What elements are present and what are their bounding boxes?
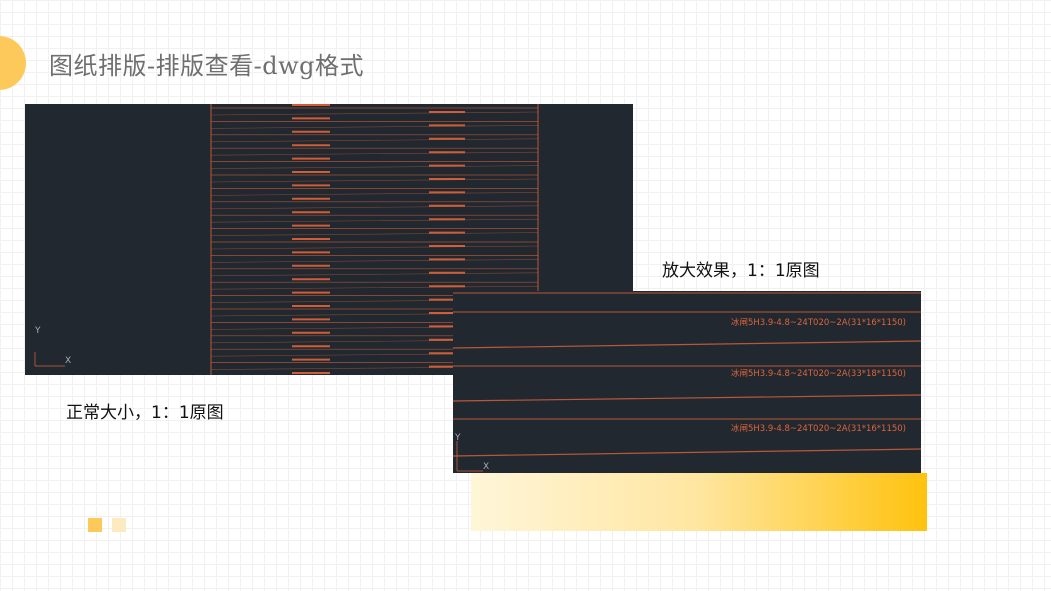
strip-line — [210, 205, 539, 210]
caption-normal: 正常大小，1：1原图 — [66, 403, 224, 423]
cad-zoomed-view[interactable]: 冰闸5H3.9-4.8~24T020~2A(31*16*1150) 冰闸5H3.… — [453, 291, 921, 473]
x-axis-label: X — [65, 356, 72, 366]
strip-line — [210, 111, 539, 116]
strip-line — [210, 218, 539, 223]
part-label: 冰闸5H3.9-4.8~24T020~2A(33*18*1150) — [731, 369, 906, 379]
strip-line — [210, 178, 539, 183]
x-axis-label: X — [483, 462, 490, 472]
strip-line — [453, 448, 921, 457]
strip-line — [210, 285, 539, 290]
part-label: 冰闸5H3.9-4.8~24T020~2A(31*16*1150) — [731, 318, 906, 328]
cad-normal-view[interactable]: Y X — [25, 104, 633, 375]
strip-line — [453, 394, 921, 402]
strip-line — [210, 192, 539, 196]
page-title: 图纸排版-排版查看-dwg格式 — [49, 52, 364, 80]
strip-line — [210, 125, 539, 129]
strip-line — [210, 165, 539, 169]
strip-line — [210, 232, 539, 236]
strip-line — [210, 245, 539, 250]
strip-line — [453, 340, 921, 349]
part-label: 冰闸5H3.9-4.8~24T020~2A(31*16*1150) — [731, 424, 906, 434]
cad-drawing-zoomed — [453, 292, 921, 472]
strip-line — [210, 151, 539, 156]
y-axis-label: Y — [455, 433, 461, 443]
decorative-circle — [0, 36, 26, 90]
strip-line — [210, 272, 539, 277]
decorative-square — [112, 518, 126, 532]
y-axis-label: Y — [35, 326, 41, 336]
decorative-square — [88, 518, 102, 532]
caption-zoomed: 放大效果，1：1原图 — [662, 261, 820, 281]
strip-line — [210, 259, 539, 263]
decorative-gradient-bar — [471, 473, 927, 531]
strip-line — [210, 138, 539, 143]
